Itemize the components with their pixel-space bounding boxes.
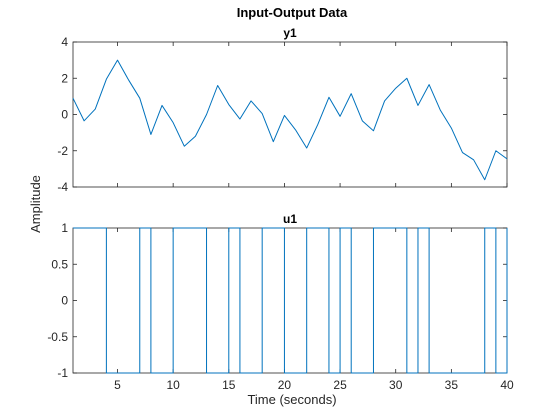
u1-axes: u1-1-0.500.515 10 15 20 25 30 35 40 bbox=[47, 212, 514, 392]
u1-ytick-label: -0.5 bbox=[47, 330, 68, 344]
u1-ytick-label: 0 bbox=[61, 294, 68, 308]
y1-ytick-label: -4 bbox=[57, 180, 68, 194]
u1-ytick-label: 0.5 bbox=[51, 257, 68, 271]
y1-axes: y1 -4 -2 0 2 4 bbox=[57, 26, 507, 194]
y1-subplot-title: y1 bbox=[283, 26, 297, 40]
y1-ytick-label: 0 bbox=[61, 108, 68, 122]
u1-xtick-label: 40 bbox=[500, 378, 514, 392]
y1-ytick-label: 4 bbox=[61, 35, 68, 49]
u1-xtick-label: 10 bbox=[166, 378, 180, 392]
u1-xtick-label: 20 bbox=[278, 378, 292, 392]
u1-axes-box bbox=[73, 228, 507, 373]
u1-xtick-label: 25 bbox=[333, 378, 347, 392]
y1-ytick-label: 2 bbox=[61, 71, 68, 85]
y1-ytick-label: -2 bbox=[57, 144, 68, 158]
u1-xtick-label: 15 bbox=[222, 378, 236, 392]
u1-xtick-label: 30 bbox=[389, 378, 403, 392]
u1-xtick-label: 35 bbox=[445, 378, 459, 392]
y-axis-label: Amplitude bbox=[28, 175, 43, 233]
u1-ytick-label: -1 bbox=[57, 366, 68, 380]
y1-axes-box bbox=[73, 42, 507, 187]
u1-ytick-label: 1 bbox=[61, 221, 68, 235]
u1-subplot-title: u1 bbox=[283, 212, 297, 226]
x-axis-label: Time (seconds) bbox=[247, 392, 336, 407]
u1-xtick-label: 5 bbox=[114, 378, 121, 392]
figure-title: Input-Output Data bbox=[237, 5, 348, 20]
